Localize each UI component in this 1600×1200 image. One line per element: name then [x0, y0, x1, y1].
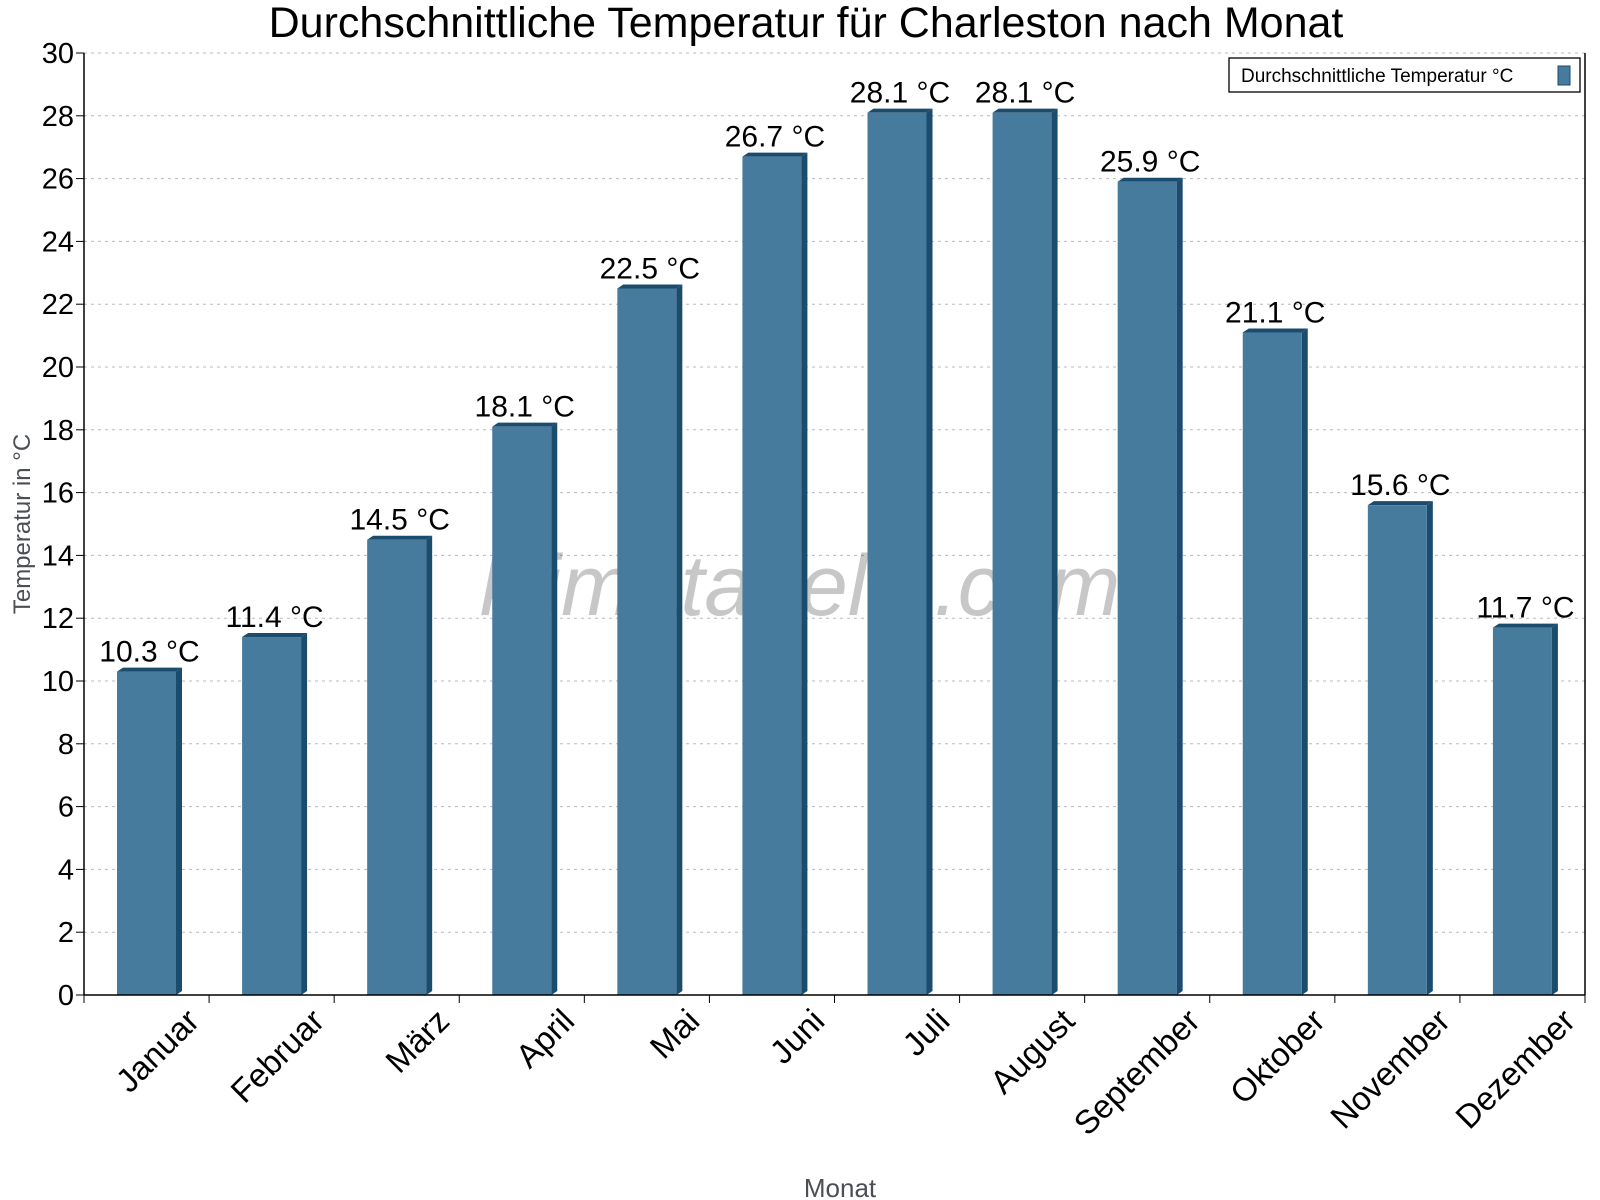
y-tick-label: 28 [42, 101, 74, 133]
y-tick-label: 30 [42, 38, 74, 70]
bar-side [176, 667, 182, 995]
y-tick-label: 16 [42, 478, 74, 510]
data-label: 18.1 °C [475, 391, 575, 424]
bar-side [676, 284, 683, 995]
y-tick-label: 4 [58, 854, 74, 886]
bar [1242, 332, 1302, 996]
legend-swatch [1557, 65, 1571, 86]
x-tick-label: Juni [762, 1002, 831, 1071]
legend-label: Durchschnittliche Temperatur °C [1241, 66, 1513, 87]
x-tick-label: Januar [109, 1002, 207, 1100]
bar [992, 112, 1052, 995]
y-tick-label: 22 [42, 289, 74, 321]
y-tick-label: 12 [42, 603, 74, 635]
bar-top [992, 108, 1058, 113]
chart-title: Durchschnittliche Temperatur für Charles… [269, 0, 1344, 47]
gridlines [84, 52, 1585, 933]
bar-top [242, 633, 308, 638]
data-label: 14.5 °C [349, 504, 449, 537]
x-tick-label: September [1066, 1002, 1206, 1142]
bar [117, 671, 176, 995]
bar [1117, 181, 1177, 996]
bar-side [301, 633, 308, 995]
legend: Durchschnittliche Temperatur °C [1228, 57, 1581, 93]
bar-top [867, 108, 933, 113]
y-tick-label: 24 [42, 226, 74, 258]
bar-top [367, 535, 433, 540]
data-label: 28.1 °C [850, 77, 950, 110]
bar-side [801, 152, 808, 995]
y-tick-label: 26 [42, 164, 74, 196]
x-tick-label: Dezember [1448, 1002, 1582, 1136]
data-label: 21.1 °C [1225, 296, 1325, 329]
bar-top [617, 284, 683, 289]
bar [492, 426, 552, 995]
data-label: 10.3 °C [99, 636, 199, 669]
x-axis-label: Monat [804, 1173, 877, 1200]
bar-side [1051, 108, 1058, 995]
bar-side [926, 108, 933, 995]
y-tick-label: 6 [58, 792, 74, 824]
y-axis-label: Temperatur in °C [9, 434, 36, 614]
bar [742, 156, 802, 995]
data-label: 22.5 °C [600, 253, 700, 286]
bar-side [1176, 177, 1183, 996]
data-label: 26.7 °C [725, 121, 825, 154]
bar [867, 112, 927, 995]
bar-top [492, 422, 558, 427]
data-label: 11.4 °C [225, 601, 323, 634]
bar-side [426, 535, 433, 995]
bar-top [1367, 501, 1433, 506]
x-tick-label: März [378, 1002, 456, 1080]
y-tick-label: 2 [58, 917, 74, 949]
y-tick-label: 18 [42, 415, 74, 447]
x-tick-label: Mai [643, 1002, 707, 1066]
data-label: 25.9 °C [1100, 146, 1200, 179]
x-tick-label: August [983, 1002, 1082, 1101]
bars: 10.3 °C 11.4 °C 14.5 °C 18.1 °C 22.5 °C 26.7 … [99, 77, 1575, 996]
bar-side [1301, 328, 1308, 996]
data-label: 28.1 °C [975, 77, 1075, 110]
bar-top [1242, 328, 1308, 333]
bar-top [742, 152, 808, 157]
x-tick-label: Februar [223, 1002, 331, 1110]
data-label: 11.7 °C [1476, 592, 1574, 625]
bar-side [1551, 623, 1558, 995]
x-tick-label: April [508, 1002, 581, 1075]
y-tick-label: 10 [42, 666, 74, 698]
x-tick-label: Juli [895, 1002, 956, 1063]
bar-top [1117, 177, 1183, 182]
bar [367, 539, 427, 995]
y-tick-label: 8 [58, 729, 74, 761]
y-tick-label: 20 [42, 352, 74, 384]
bar [242, 637, 302, 995]
y-tick-label: 0 [58, 980, 74, 1012]
y-tick-label: 14 [42, 540, 74, 572]
bar-top [117, 667, 182, 672]
bar [1492, 627, 1552, 995]
x-tick-label: Oktober [1223, 1002, 1332, 1111]
bar [617, 288, 677, 995]
bar-top [1492, 623, 1558, 628]
bar-side [551, 422, 558, 995]
bar [1367, 505, 1427, 995]
x-tick-label: November [1323, 1002, 1457, 1136]
bar-side [1426, 501, 1433, 995]
data-label: 15.6 °C [1350, 469, 1450, 502]
